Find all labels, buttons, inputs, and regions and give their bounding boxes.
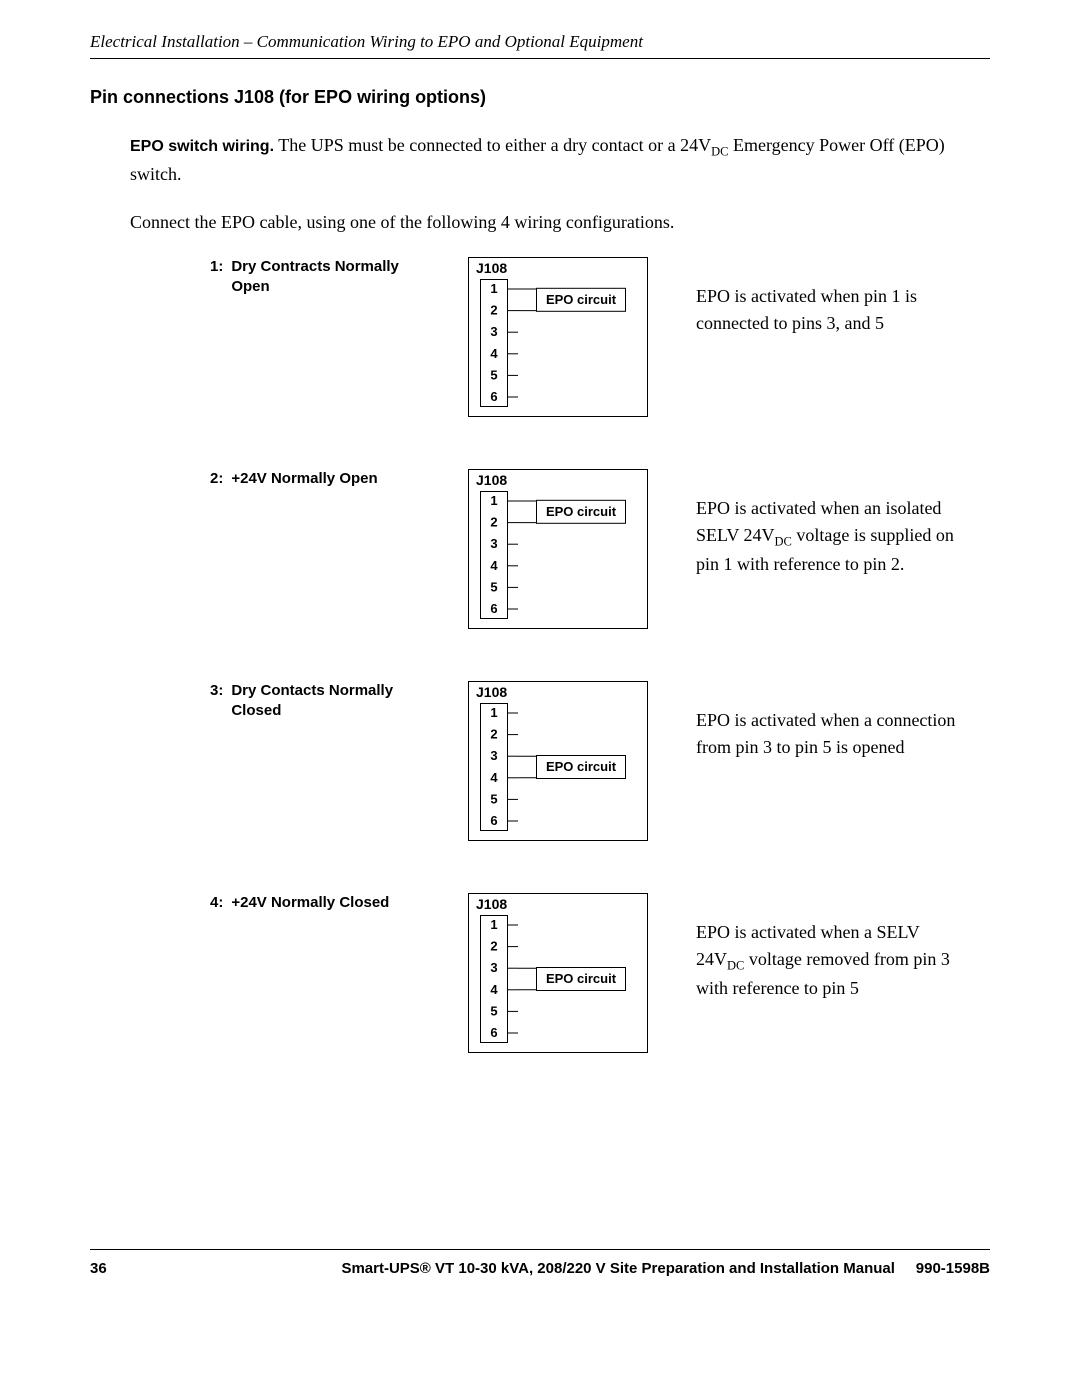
- config-number: 3:: [210, 681, 223, 722]
- footer-doc: 990-1598B: [916, 1260, 990, 1277]
- footer-rule: [90, 1249, 990, 1250]
- intro-strong: EPO switch wiring.: [130, 138, 274, 155]
- config-number: 4:: [210, 893, 223, 913]
- page-number: 36: [90, 1260, 107, 1277]
- section-title: Pin connections J108 (for EPO wiring opt…: [90, 87, 990, 108]
- svg-text:1: 1: [490, 281, 497, 296]
- svg-text:1: 1: [490, 493, 497, 508]
- svg-text:J108: J108: [476, 684, 507, 700]
- svg-text:4: 4: [490, 346, 498, 361]
- config-diagram: J108 1 2 3 4 5 6 EPO circuit: [468, 469, 668, 629]
- svg-text:2: 2: [490, 939, 497, 954]
- svg-text:2: 2: [490, 727, 497, 742]
- intro-paragraph: EPO switch wiring. The UPS must be conne…: [130, 132, 990, 187]
- header-rule: [90, 58, 990, 59]
- svg-text:3: 3: [490, 536, 497, 551]
- svg-text:4: 4: [490, 558, 498, 573]
- svg-text:4: 4: [490, 982, 498, 997]
- svg-text:J108: J108: [476, 472, 507, 488]
- config-row: 4: +24V Normally Closed J108 1 2 3 4 5 6 EPO circ…: [210, 893, 990, 1053]
- svg-text:3: 3: [490, 960, 497, 975]
- svg-text:5: 5: [490, 367, 497, 382]
- config-diagram: J108 1 2 3 4 5 6 EPO circuit: [468, 257, 668, 417]
- svg-text:J108: J108: [476, 260, 507, 276]
- svg-text:6: 6: [490, 389, 497, 404]
- config-label: 4: +24V Normally Closed: [210, 893, 440, 913]
- svg-text:6: 6: [490, 1025, 497, 1040]
- config-row: 3:Dry Contacts Normally Closed J108 1 2 3 4 5 6…: [210, 681, 990, 841]
- svg-text:EPO circuit: EPO circuit: [546, 971, 617, 986]
- svg-text:2: 2: [490, 303, 497, 318]
- footer: 36 Smart-UPS® VT 10-30 kVA, 208/220 V Si…: [90, 1249, 990, 1277]
- config-description: EPO is activated when pin 1 is connected…: [696, 257, 956, 337]
- config-label: 1:Dry Contracts Normally Open: [210, 257, 440, 298]
- svg-text:5: 5: [490, 1003, 497, 1018]
- svg-text:6: 6: [490, 601, 497, 616]
- svg-text:EPO circuit: EPO circuit: [546, 292, 617, 307]
- svg-text:6: 6: [490, 813, 497, 828]
- config-diagram: J108 1 2 3 4 5 6 EPO circuit: [468, 893, 668, 1053]
- config-label: 3:Dry Contacts Normally Closed: [210, 681, 440, 722]
- config-title: Dry Contacts Normally Closed: [231, 681, 440, 722]
- breadcrumb: Electrical Installation – Communication …: [90, 32, 990, 52]
- svg-text:1: 1: [490, 705, 497, 720]
- config-title: +24V Normally Open: [231, 469, 377, 489]
- svg-text:5: 5: [490, 791, 497, 806]
- svg-text:5: 5: [490, 579, 497, 594]
- config-diagram: J108 1 2 3 4 5 6 EPO circuit: [468, 681, 668, 841]
- instruction-paragraph: Connect the EPO cable, using one of the …: [130, 209, 990, 235]
- config-title: +24V Normally Closed: [231, 893, 389, 913]
- svg-text:J108: J108: [476, 896, 507, 912]
- config-description: EPO is activated when a SELV 24VDC volta…: [696, 893, 956, 1002]
- footer-title: Smart-UPS® VT 10-30 kVA, 208/220 V Site …: [341, 1260, 894, 1277]
- svg-text:3: 3: [490, 324, 497, 339]
- intro-sub-1: DC: [711, 145, 728, 159]
- body: EPO switch wiring. The UPS must be conne…: [130, 132, 990, 235]
- config-number: 2:: [210, 469, 223, 489]
- svg-text:EPO circuit: EPO circuit: [546, 759, 617, 774]
- config-description: EPO is activated when an isolated SELV 2…: [696, 469, 956, 578]
- intro-text-1: The UPS must be connected to either a dr…: [274, 135, 711, 155]
- svg-text:1: 1: [490, 917, 497, 932]
- svg-text:4: 4: [490, 770, 498, 785]
- config-number: 1:: [210, 257, 223, 298]
- svg-text:EPO circuit: EPO circuit: [546, 504, 617, 519]
- config-row: 2: +24V Normally Open J108 1 2 3 4 5 6 EPO circui…: [210, 469, 990, 629]
- config-rows: 1:Dry Contracts Normally Open J108 1 2 3 4 5 6 E…: [90, 257, 990, 1053]
- config-label: 2: +24V Normally Open: [210, 469, 440, 489]
- config-description: EPO is activated when a connection from …: [696, 681, 956, 761]
- svg-text:2: 2: [490, 515, 497, 530]
- svg-text:3: 3: [490, 748, 497, 763]
- config-row: 1:Dry Contracts Normally Open J108 1 2 3 4 5 6 E…: [210, 257, 990, 417]
- config-title: Dry Contracts Normally Open: [231, 257, 440, 298]
